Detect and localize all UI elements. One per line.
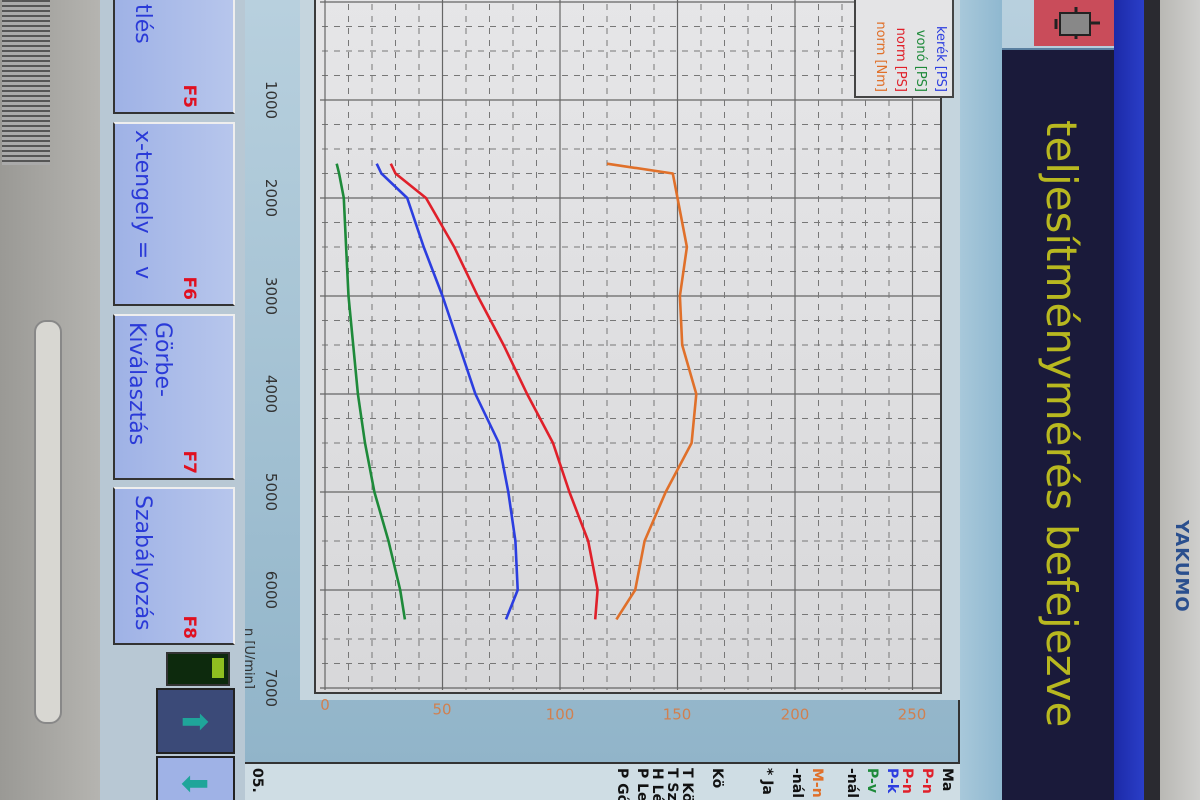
speaker-grille (2, 0, 50, 165)
result-row-label: H Lév (649, 768, 665, 800)
y-tick-label: 200 (780, 705, 810, 724)
f7-button[interactable]: Görbe- Kiválasztás F7 (113, 314, 235, 480)
f6-label: x-tengely = v (130, 130, 155, 280)
arrow-right-icon: ➡ (181, 701, 210, 741)
result-row-label: P-v (864, 768, 880, 793)
plot-area (314, 0, 942, 694)
legend-item-norm-nm: norm [Nm] (873, 21, 888, 92)
x-tick-label: 5000 (262, 472, 280, 512)
result-row-label: P-n (919, 768, 935, 794)
legend-item-vono: vonó [PS] (913, 29, 928, 92)
window-frame (1114, 0, 1144, 800)
arrow-left-icon: ⬅ (181, 763, 210, 800)
y-tick-label: 150 (663, 705, 692, 724)
results-panel: Ma P-n P-n P-k P-v -nál M-n -nál * Ja Kö T Kör T Sz… (240, 762, 960, 800)
y-tick-label: 250 (898, 705, 927, 724)
result-row-label: Kö (709, 768, 725, 789)
f5-button[interactable]: tlés F5 (113, 0, 235, 114)
brand-logo: YAKUMO (1171, 520, 1192, 613)
engine-icon (1054, 7, 1100, 39)
f5-key: F5 (179, 84, 199, 108)
x-tick-label: 1000 (262, 80, 280, 120)
result-row-label: P Lev (634, 768, 650, 800)
x-tick-label: 7000 (262, 668, 280, 708)
page-title: teljesítménymérés befejezve (1037, 120, 1086, 728)
y-tick-label: 0 (320, 695, 330, 714)
legend: kerék [PS] vonó [PS] norm [PS] norm [Nm] (854, 0, 954, 98)
result-row-label: P-n (899, 768, 915, 794)
x-tick-label: 4000 (262, 374, 280, 414)
monitor-control-buttons[interactable] (34, 320, 62, 724)
engine-button[interactable] (1034, 0, 1114, 46)
f5-label: tlés (130, 4, 155, 44)
result-row-label: -nál (789, 768, 805, 799)
f6-key: F6 (179, 276, 199, 300)
next-button[interactable]: ➡ (156, 688, 235, 754)
x-tick-label: 2000 (262, 178, 280, 218)
legend-item-norm-ps: norm [PS] (893, 27, 908, 92)
status-led-bar (166, 652, 230, 686)
f8-button[interactable]: Szabályozás F8 (113, 487, 235, 645)
title-bar: teljesítménymérés befejezve (1002, 48, 1114, 800)
result-row-label: Ma (939, 768, 955, 792)
legend-item-kerek: kerék [PS] (933, 25, 948, 92)
bezel-edge (1144, 0, 1160, 800)
x-tick-label: 6000 (262, 570, 280, 610)
monitor-bezel: YAKUMO (1160, 0, 1200, 800)
result-row-label: T Kör (679, 768, 695, 800)
y-tick-label: 100 (545, 705, 575, 724)
result-row-label: -nál (844, 768, 860, 799)
result-row-label: M-n (809, 768, 825, 798)
result-row-label: 05. (249, 768, 265, 793)
result-row-label: * Ja (759, 768, 775, 795)
f7-label: Görbe- Kiválasztás (124, 322, 175, 446)
y-tick-label: 50 (432, 700, 453, 719)
header-panel (958, 0, 1002, 800)
f6-button[interactable]: x-tengely = v F6 (113, 122, 235, 306)
f8-key: F8 (179, 615, 199, 639)
result-row-label: P Gőz (614, 768, 630, 800)
result-row-label: P-k (884, 768, 900, 794)
x-tick-label: 3000 (262, 276, 280, 316)
prev-button[interactable]: ⬅ (156, 756, 235, 800)
result-row-label: T Szí (664, 768, 680, 800)
f7-key: F7 (179, 450, 199, 474)
f8-label: Szabályozás (130, 495, 155, 631)
